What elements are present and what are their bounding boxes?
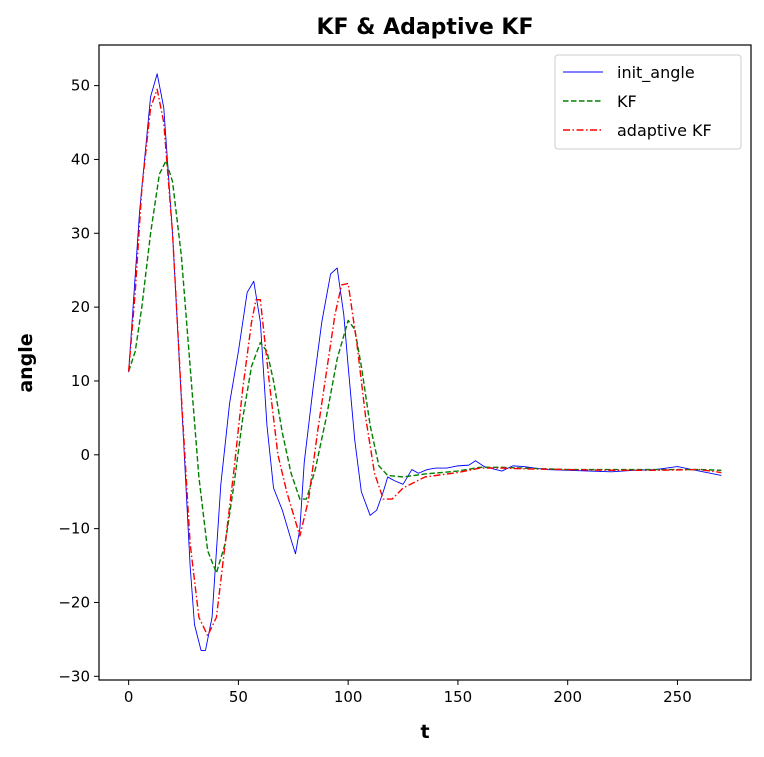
x-tick-label: 50 [229, 688, 248, 706]
y-tick-label: 40 [71, 150, 90, 168]
y-axis-label: angle [15, 333, 37, 392]
x-tick-label: 250 [663, 688, 692, 706]
series-line-init-angle [128, 73, 722, 651]
plot-frame [98, 44, 752, 681]
legend-box [554, 54, 742, 150]
x-tick-label: 100 [334, 688, 363, 706]
y-tick-label: 20 [71, 298, 90, 316]
axis-ticks: 0 50 100 150 200 250 −30 −20 −10 0 10 20 30 40 50 [58, 77, 691, 706]
y-tick-label: 10 [71, 372, 90, 390]
x-tick-label: 150 [444, 688, 473, 706]
series-line-kf [127, 160, 722, 574]
x-tick-label: 0 [124, 688, 134, 706]
series-line-adaptive-kf [127, 88, 722, 637]
legend: init_angle KF adaptive KF [554, 54, 742, 150]
x-axis-label: t [420, 721, 429, 743]
y-tick-label: 50 [71, 77, 90, 95]
legend-label: adaptive KF [617, 121, 712, 140]
y-tick-label: −20 [58, 593, 90, 611]
y-tick-label: −30 [58, 667, 90, 685]
x-tick-label: 200 [553, 688, 582, 706]
y-tick-label: 0 [80, 446, 90, 464]
plot-lines [127, 73, 722, 651]
legend-label: KF [617, 92, 637, 111]
y-tick-label: −10 [58, 520, 90, 538]
y-tick-label: 30 [71, 224, 90, 242]
chart-title: KF & Adaptive KF [316, 15, 533, 40]
legend-label: init_angle [617, 63, 695, 83]
